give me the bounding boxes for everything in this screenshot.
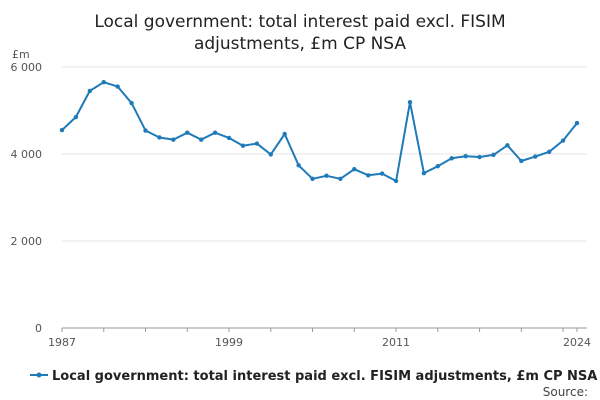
data-point[interactable] (268, 152, 273, 157)
data-point[interactable] (519, 158, 524, 164)
data-point[interactable] (73, 114, 79, 120)
gridlines (62, 66, 587, 242)
chart-title-line-1: Local government: total interest paid ex… (94, 12, 505, 32)
data-point[interactable] (407, 100, 413, 105)
data-point[interactable] (87, 88, 93, 94)
data-point[interactable] (338, 176, 343, 181)
data-point[interactable] (129, 100, 134, 106)
x-tick-label: 1999 (215, 336, 243, 349)
data-point[interactable] (115, 84, 120, 89)
x-tick-label: 1987 (48, 336, 76, 349)
x-axis-ticks: 1987 1999 2011 2024 (48, 336, 591, 349)
data-point[interactable] (477, 154, 482, 160)
chart-title-line-2: adjustments, £m CP NSA (194, 34, 406, 54)
data-point[interactable] (491, 152, 496, 158)
y-tick-label: 0 (35, 322, 42, 335)
data-point[interactable] (143, 128, 148, 133)
data-point[interactable] (463, 153, 468, 159)
data-point[interactable] (240, 143, 246, 148)
data-point[interactable] (435, 163, 441, 169)
data-point[interactable] (379, 171, 385, 176)
y-tick-label: 6 000 (11, 61, 43, 74)
legend[interactable]: Local government: total interest paid ex… (30, 369, 597, 384)
data-point[interactable] (560, 138, 566, 143)
data-point[interactable] (393, 178, 399, 184)
data-point[interactable] (421, 170, 427, 176)
source-label: Source: (543, 385, 588, 399)
y-axis-ticks: 0 2 000 4 000 6 000 (11, 61, 43, 335)
data-point[interactable] (296, 163, 301, 168)
data-point[interactable] (533, 154, 538, 159)
data-point[interactable] (171, 137, 176, 142)
data-point[interactable] (185, 130, 190, 135)
data-point[interactable] (449, 156, 454, 161)
data-point[interactable] (574, 120, 580, 126)
data-point[interactable] (505, 143, 510, 148)
data-point[interactable] (212, 130, 218, 135)
data-point[interactable] (226, 135, 232, 141)
legend-label: Local government: total interest paid ex… (52, 369, 597, 384)
y-tick-label: 4 000 (11, 148, 43, 161)
data-point[interactable] (352, 167, 357, 172)
series-line (61, 81, 578, 182)
data-point[interactable] (157, 135, 162, 140)
data-point[interactable] (366, 173, 371, 178)
data-point[interactable] (101, 80, 106, 85)
y-axis-unit-label: £m (12, 48, 30, 61)
data-point[interactable] (546, 149, 552, 155)
x-axis (61, 327, 587, 332)
data-point[interactable] (198, 137, 204, 142)
data-point[interactable] (324, 173, 329, 178)
x-tick-label: 2024 (563, 336, 591, 349)
data-point[interactable] (310, 176, 315, 181)
series-layer (59, 80, 580, 184)
y-tick-label: 2 000 (11, 235, 43, 248)
data-point[interactable] (282, 131, 287, 137)
x-tick-label: 2011 (382, 336, 410, 349)
data-point[interactable] (254, 141, 260, 146)
legend-point-marker (36, 372, 42, 378)
data-point[interactable] (59, 127, 65, 133)
